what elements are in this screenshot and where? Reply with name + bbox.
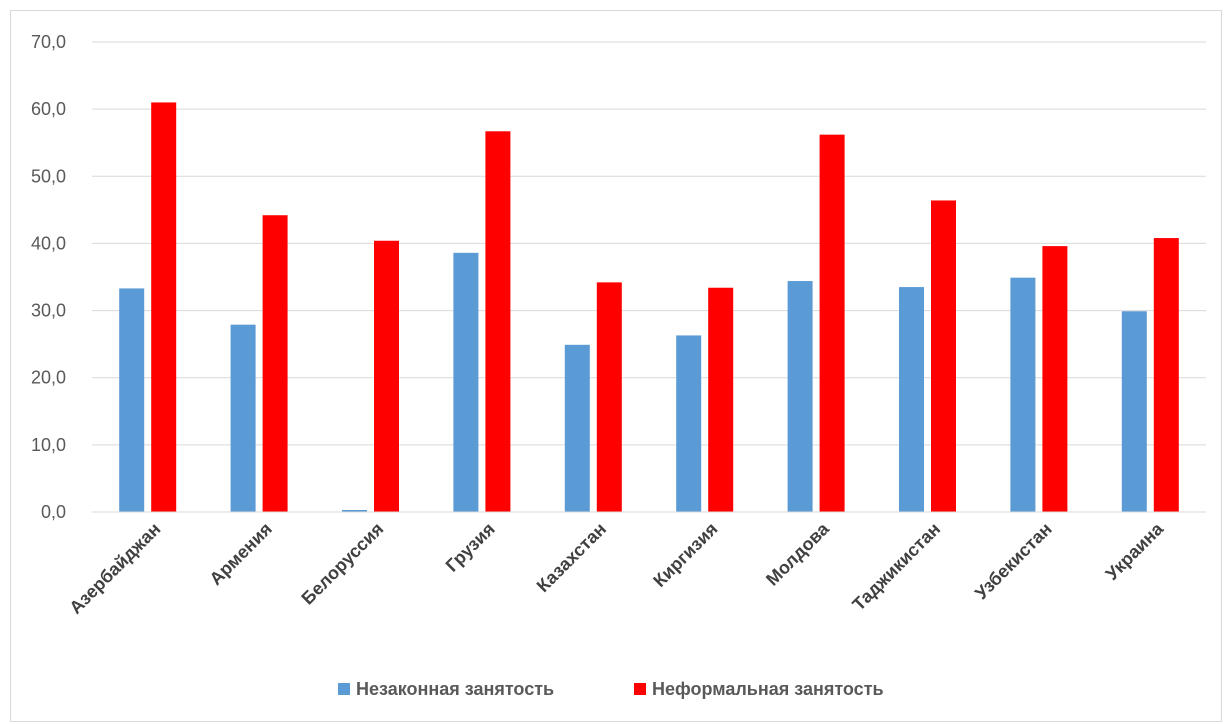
x-category-label: Узбекистан <box>971 519 1056 604</box>
y-tick-label: 30,0 <box>31 301 66 321</box>
bar-illegal-employment <box>1010 277 1036 512</box>
bar-informal-employment <box>151 102 177 512</box>
bar-illegal-employment <box>1121 311 1147 512</box>
x-category-label: Таджикистан <box>848 519 944 615</box>
bars <box>119 102 1179 513</box>
y-tick-label: 40,0 <box>31 233 66 253</box>
x-category-label: Армения <box>206 519 276 589</box>
gridlines <box>92 41 1206 446</box>
bar-informal-employment <box>262 215 288 512</box>
bar-illegal-employment <box>119 288 145 512</box>
bar-illegal-employment <box>342 509 367 512</box>
bar-informal-employment <box>596 282 622 512</box>
legend-label: Неформальная занятость <box>652 679 884 699</box>
x-category-label: Киргизия <box>649 519 721 591</box>
y-tick-label: 60,0 <box>31 99 66 119</box>
x-category-label: Белоруссия <box>297 519 387 609</box>
bar-illegal-employment <box>676 335 702 512</box>
bar-informal-employment <box>931 200 956 512</box>
y-tick-label: 20,0 <box>31 368 66 388</box>
bar-informal-employment <box>485 131 511 513</box>
y-tick-label: 0,0 <box>41 502 66 522</box>
x-category-label: Украина <box>1102 518 1168 584</box>
bar-informal-employment <box>819 134 845 512</box>
bar-illegal-employment <box>787 281 813 512</box>
bar-informal-employment <box>708 287 734 512</box>
bar-informal-employment <box>1153 238 1179 513</box>
y-tick-label: 70,0 <box>31 32 66 52</box>
legend: Незаконная занятость Неформальная занятос… <box>338 679 884 699</box>
bar-illegal-employment <box>564 344 590 512</box>
y-axis-tick-labels: 0,0 10,0 20,0 30,0 40,0 50,0 60,0 70,0 <box>31 32 66 522</box>
y-tick-label: 50,0 <box>31 166 66 186</box>
x-category-label: Казахстан <box>533 519 610 596</box>
bar-illegal-employment <box>453 252 479 513</box>
x-axis-category-labels: Азербайджан Армения Белоруссия Грузия Казахс… <box>65 518 1167 618</box>
bar-illegal-employment <box>899 287 924 512</box>
legend-label: Незаконная занятость <box>356 679 554 699</box>
bar-informal-employment <box>1042 246 1068 512</box>
legend-swatch <box>338 683 350 695</box>
x-category-label: Молдова <box>762 518 834 590</box>
legend-swatch <box>634 683 646 695</box>
bar-illegal-employment <box>230 324 256 512</box>
bar-informal-employment <box>374 240 399 512</box>
x-category-label: Азербайджан <box>65 519 164 618</box>
y-tick-label: 10,0 <box>31 435 66 455</box>
x-category-label: Грузия <box>442 519 499 576</box>
